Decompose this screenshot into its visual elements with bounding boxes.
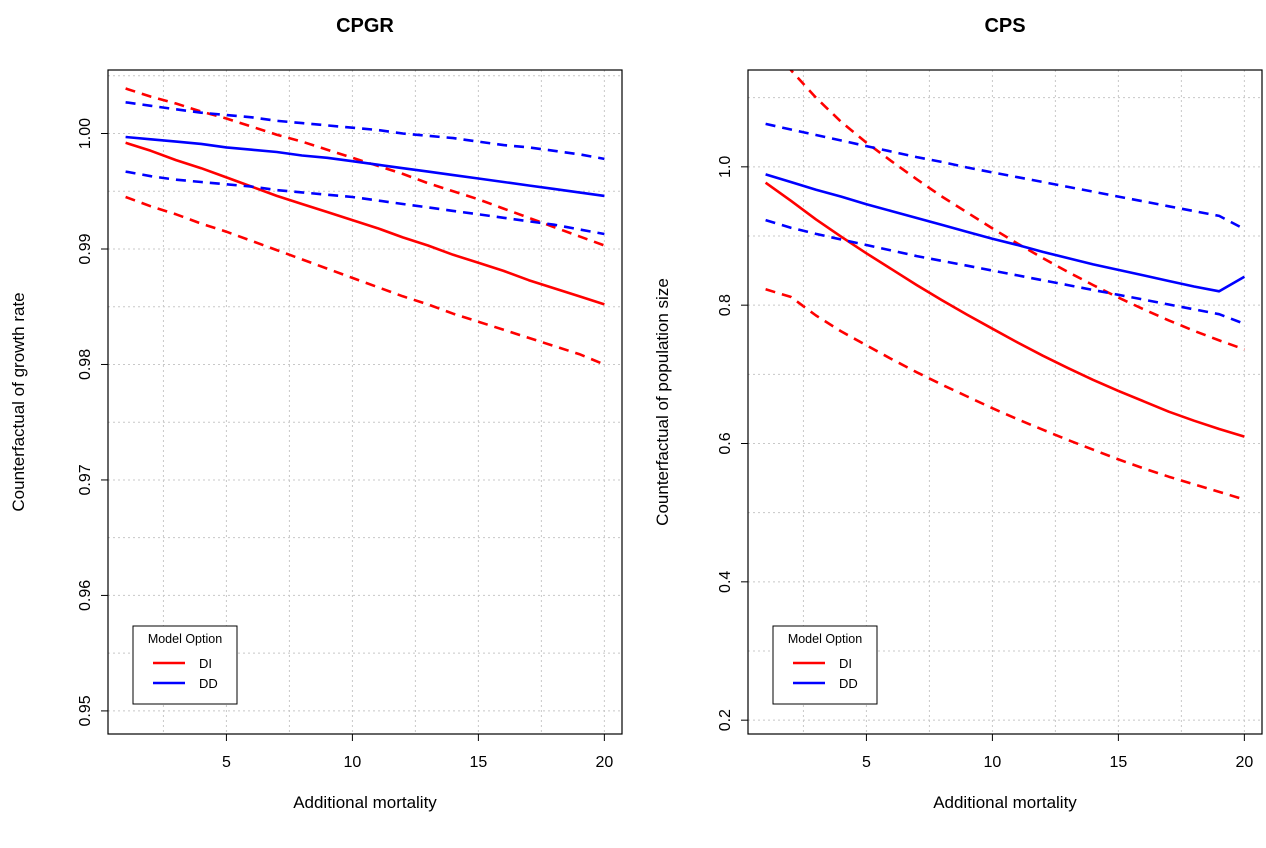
legend: Model Option DI DD bbox=[772, 625, 878, 705]
y-tick-label: 0.96 bbox=[77, 580, 94, 611]
legend: Model Option DI DD bbox=[132, 625, 238, 705]
y-tick-label: 0.97 bbox=[77, 464, 94, 495]
y-tick-label: 0.99 bbox=[77, 233, 94, 264]
series-line-di-upper bbox=[789, 70, 1245, 351]
y-axis-label: Counterfactual of growth rate bbox=[9, 292, 28, 511]
y-tick-label: 0.6 bbox=[717, 432, 734, 454]
chart-title: CPS bbox=[984, 15, 1025, 37]
legend-title: Model Option bbox=[148, 632, 222, 646]
series-line-dd-estimate bbox=[765, 173, 1246, 293]
legend-box bbox=[772, 625, 878, 705]
x-axis-label: Additional mortality bbox=[293, 793, 437, 812]
legend-label-dd: DD bbox=[839, 676, 858, 691]
x-tick-label: 5 bbox=[862, 754, 871, 771]
series-group bbox=[125, 87, 605, 366]
legend-label-di: DI bbox=[839, 656, 852, 671]
series-line-di-estimate bbox=[125, 141, 605, 306]
plot-frame bbox=[747, 69, 1263, 735]
y-tick-label: 0.98 bbox=[77, 349, 94, 380]
series-line-dd-lower bbox=[765, 218, 1245, 326]
y-tick-label: 0.2 bbox=[717, 709, 734, 731]
legend-label-dd: DD bbox=[199, 676, 218, 691]
plot-frame bbox=[107, 69, 623, 735]
y-axis-label: Counterfactual of population size bbox=[653, 278, 672, 526]
chart-panel-2: 5 10 15 20 0.2 0.4 0.6 0.8 1.0 CPS Additional mort… bbox=[653, 15, 1263, 812]
x-tick-label: 20 bbox=[595, 754, 613, 771]
x-tick-label: 5 bbox=[222, 754, 231, 771]
chart-panel-1: 5 10 15 20 0.95 0.96 0.97 0.98 0.99 1.00 CPGR Addit… bbox=[9, 15, 623, 812]
series-group bbox=[764, 70, 1246, 501]
y-tick-label: 1.00 bbox=[77, 118, 94, 149]
y-tick-label: 0.4 bbox=[717, 571, 734, 593]
grid bbox=[108, 70, 622, 734]
legend-box bbox=[132, 625, 238, 705]
series-line-dd-lower bbox=[125, 170, 605, 236]
chart-title: CPGR bbox=[336, 15, 394, 37]
x-tick-label: 20 bbox=[1235, 754, 1253, 771]
y-tick-label: 0.95 bbox=[77, 695, 94, 726]
series-line-dd-upper bbox=[765, 122, 1246, 231]
series-line-dd-estimate bbox=[125, 135, 605, 198]
x-tick-label: 10 bbox=[344, 754, 362, 771]
series-line-di-lower bbox=[765, 288, 1245, 501]
series-line-di-estimate bbox=[764, 181, 1245, 438]
y-tick-label: 1.0 bbox=[717, 156, 734, 178]
legend-title: Model Option bbox=[788, 632, 862, 646]
x-axis-label: Additional mortality bbox=[933, 793, 1077, 812]
series-line-dd-upper bbox=[125, 101, 605, 161]
y-tick-label: 0.8 bbox=[717, 294, 734, 316]
x-tick-label: 15 bbox=[1109, 754, 1127, 771]
x-tick-label: 15 bbox=[469, 754, 487, 771]
legend-label-di: DI bbox=[199, 656, 212, 671]
x-tick-label: 10 bbox=[984, 754, 1002, 771]
